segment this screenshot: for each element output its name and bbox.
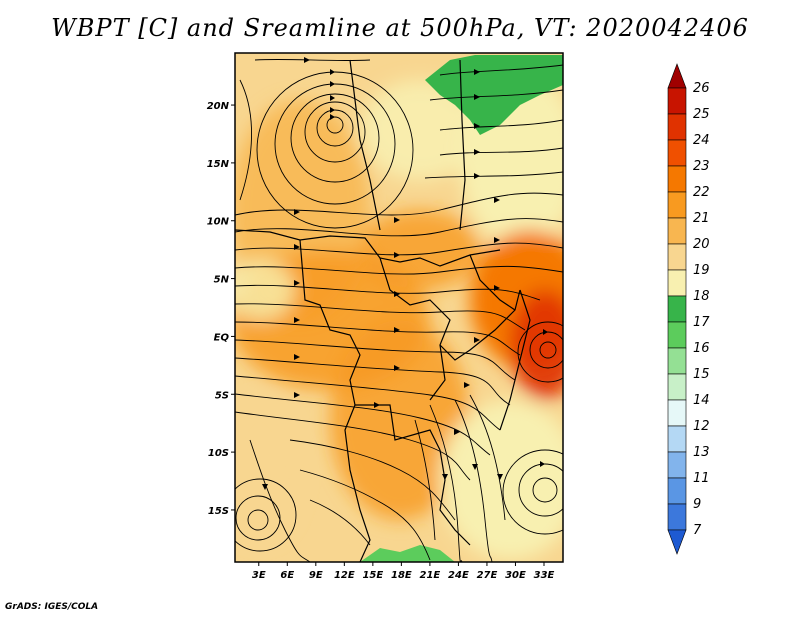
lat-tick-label: 15S xyxy=(208,506,229,517)
lat-tick-label: EQ xyxy=(214,332,230,343)
lat-tick-label: 10S xyxy=(208,448,229,459)
colorbar-label: 23 xyxy=(693,159,710,174)
lat-tick-label: 10N xyxy=(207,217,230,228)
colorbar-swatch xyxy=(667,321,687,349)
lon-tick-label: 3E xyxy=(252,570,266,581)
colorbar-swatch xyxy=(667,477,687,505)
map-frame xyxy=(234,52,564,563)
axis-ticks xyxy=(231,104,545,566)
chart-title: WBPT [C] and Sreamline at 500hPa, VT: 20… xyxy=(51,14,749,42)
colorbar-label: 24 xyxy=(693,133,710,148)
grads-credit: GrADS: IGES/COLA xyxy=(5,602,99,612)
colorbar-swatch xyxy=(667,399,687,427)
zone-18-south xyxy=(360,545,455,562)
lat-tick-label: 20N xyxy=(207,101,230,112)
wbpt-shading xyxy=(235,53,563,562)
lat-tick-label: 5S xyxy=(215,390,229,401)
lon-tick-label: 15E xyxy=(362,570,383,581)
zone-18-northeast xyxy=(425,55,563,135)
colorbar-swatch xyxy=(667,269,687,297)
lon-tick-label: 30E xyxy=(505,570,526,581)
colorbar-label: 14 xyxy=(693,393,710,408)
zone-20-southwest xyxy=(235,400,300,540)
colorbar-label: 13 xyxy=(693,445,710,460)
lon-tick-label: 18E xyxy=(391,570,412,581)
lon-tick-label: 21E xyxy=(420,570,441,581)
lon-tick-label: 6E xyxy=(280,570,294,581)
colorbar-swatch xyxy=(667,191,687,219)
colorbar-label: 19 xyxy=(693,263,710,278)
colorbar-label: 25 xyxy=(693,107,710,122)
colorbar-label: 16 xyxy=(693,341,710,356)
zonal-streamlines xyxy=(235,58,563,562)
lon-tick-label: 33E xyxy=(534,570,555,581)
colorbar-swatch xyxy=(667,347,687,375)
colorbar-top-triangle xyxy=(667,63,687,89)
colorbar: 26 25 24 23 22 21 20 19 18 17 16 15 14 12 13 11 9 7 xyxy=(667,63,710,555)
colorbar-label: 12 xyxy=(693,419,710,434)
lat-tick-label: 5N xyxy=(214,275,230,286)
colorbar-label: 26 xyxy=(693,81,710,96)
colorbar-label: 9 xyxy=(693,497,701,512)
colorbar-label: 21 xyxy=(693,211,710,226)
colorbar-swatch xyxy=(667,87,687,115)
colorbar-label: 20 xyxy=(693,237,710,252)
streamline-arrows xyxy=(262,57,548,490)
lat-tick-label: 15N xyxy=(207,159,230,170)
colorbar-swatch xyxy=(667,217,687,245)
colorbar-label: 7 xyxy=(693,523,702,538)
colorbar-swatch xyxy=(667,451,687,479)
colorbar-label: 18 xyxy=(693,289,710,304)
lon-tick-label: 12E xyxy=(334,570,355,581)
colorbar-swatch xyxy=(667,165,687,193)
vortex-southwest xyxy=(235,478,297,552)
lon-tick-label: 27E xyxy=(477,570,498,581)
zone-19-north xyxy=(360,80,480,180)
colorbar-label: 11 xyxy=(693,471,710,486)
lon-tick-label: 24E xyxy=(448,570,469,581)
colorbar-swatch xyxy=(667,425,687,453)
colorbar-swatch xyxy=(667,113,687,141)
axis-labels: 3E 6E 9E 12E 15E 18E 21E 24E 27E 30E 33E 20N 15N 10N 5… xyxy=(207,101,555,581)
streamlines xyxy=(235,57,563,562)
colorbar-swatch xyxy=(667,503,687,531)
colorbar-swatch xyxy=(667,373,687,401)
zone-23-east xyxy=(510,290,563,400)
colorbar-bottom-triangle xyxy=(667,529,687,555)
colorbar-label: 17 xyxy=(693,315,710,330)
zone-21-south-central xyxy=(330,320,470,520)
colorbar-swatch xyxy=(667,243,687,271)
country-borders xyxy=(235,59,531,562)
colorbar-label: 15 xyxy=(693,367,710,382)
colorbar-swatch xyxy=(667,139,687,167)
colorbar-label: 22 xyxy=(693,185,710,200)
lon-tick-label: 9E xyxy=(309,570,323,581)
colorbar-swatch xyxy=(667,295,687,323)
